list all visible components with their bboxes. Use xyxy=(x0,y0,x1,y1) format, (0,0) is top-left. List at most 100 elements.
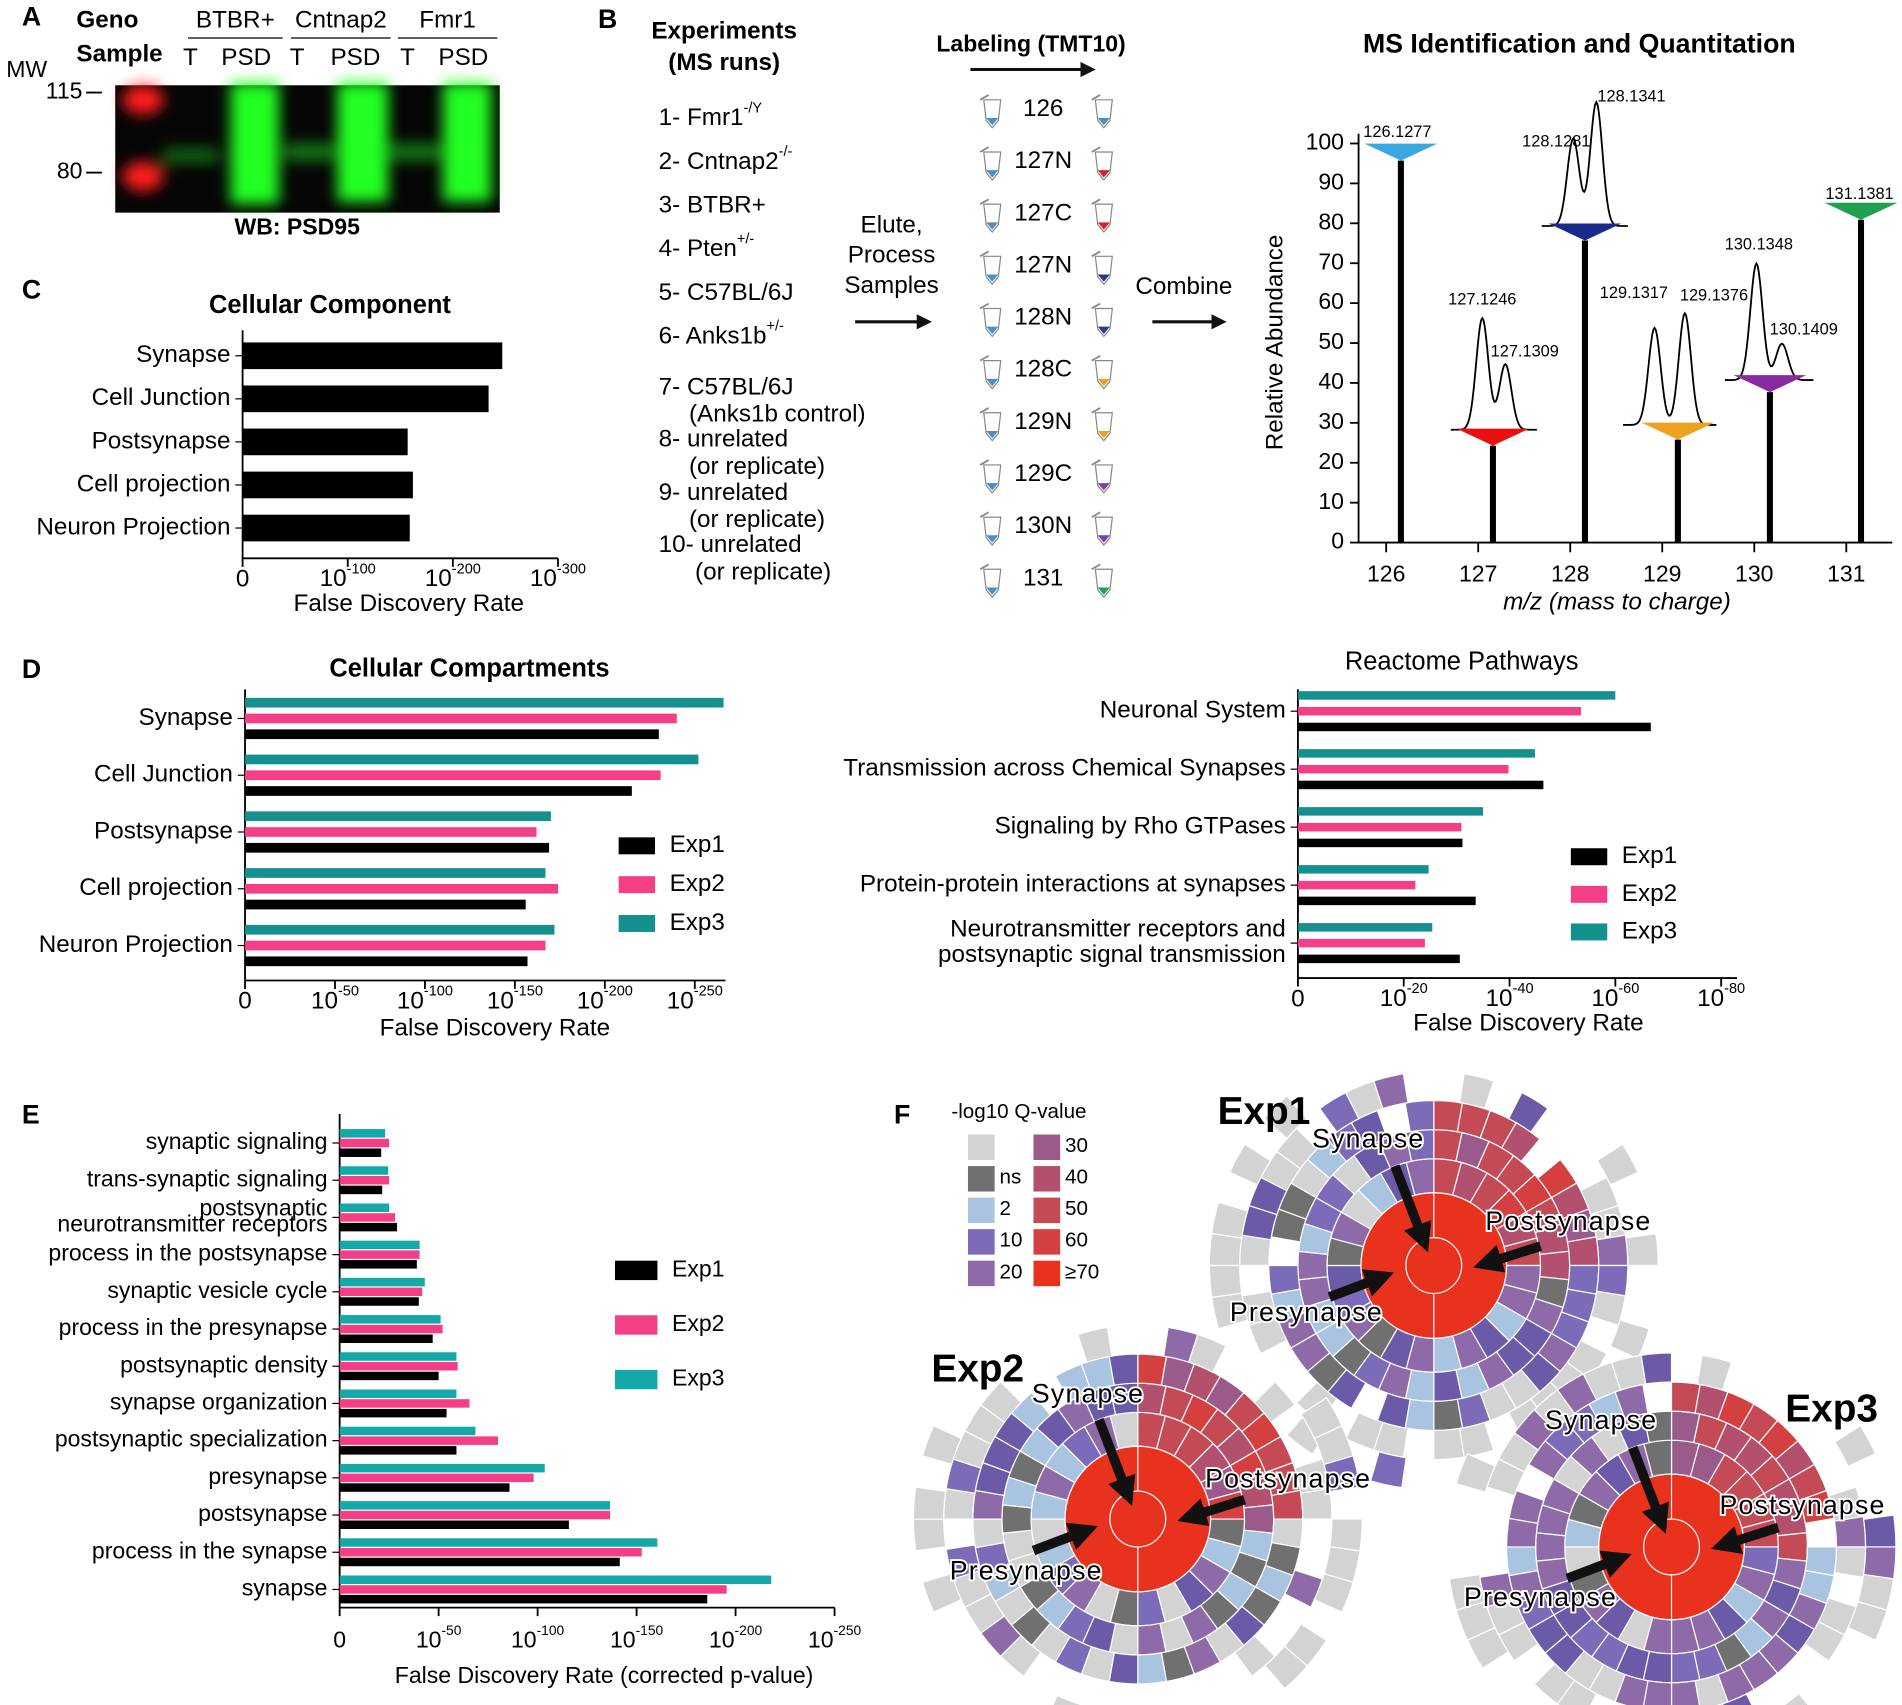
bar xyxy=(245,770,661,781)
bar xyxy=(1297,896,1476,906)
bar xyxy=(245,883,559,894)
channel-label: 127N xyxy=(1014,147,1072,174)
legend-label: Exp3 xyxy=(670,909,725,936)
tube-cap xyxy=(1091,302,1101,310)
legend-swatch xyxy=(1033,1197,1061,1224)
bar xyxy=(245,842,550,853)
bar xyxy=(339,1538,658,1547)
x-tick-label-base: 10 xyxy=(709,1627,735,1653)
peak-label: 129.1376 xyxy=(1680,287,1748,305)
experiment-label-base: 3- BTBR+ xyxy=(659,192,766,219)
bar xyxy=(339,1463,545,1473)
channel-label: 128N xyxy=(1014,304,1072,331)
x-tick-label: 10-40 xyxy=(1486,981,1534,1012)
legend-swatch xyxy=(967,1166,995,1192)
experiment-label-base: 4- Pten xyxy=(659,236,737,263)
sunburst-segment xyxy=(1270,1489,1304,1520)
legend-label: 30 xyxy=(1065,1134,1088,1157)
bar xyxy=(1297,764,1509,774)
sunburst-segment xyxy=(1433,1427,1465,1461)
x-tick-label-base: 10 xyxy=(311,988,338,1015)
sample-label: T xyxy=(290,44,305,71)
x-tick-label-sup: -50 xyxy=(441,1622,461,1638)
tube-sample xyxy=(986,587,999,595)
bar xyxy=(1297,865,1429,874)
sunburst-segment xyxy=(979,1380,1023,1423)
experiment-label: 4- Pten+/- xyxy=(659,231,755,262)
bar xyxy=(339,1575,772,1584)
tube-body xyxy=(983,516,1002,546)
experiment-label: 6- Anks1b+/- xyxy=(659,319,784,350)
tube-body xyxy=(983,412,1002,442)
experiment-label: 8- unrelated xyxy=(659,426,788,453)
x-tick-label-sup: -40 xyxy=(1513,981,1534,997)
mw-marker: 115 xyxy=(46,78,83,104)
y-tick-label: postsynaptic specialization xyxy=(55,1426,328,1452)
experiment-label-base: 5- C57BL/6J xyxy=(659,279,794,306)
experiment-label-base: 8- unrelated xyxy=(659,426,788,453)
sunburst xyxy=(912,1326,1363,1705)
x-tick-label: 126 xyxy=(1367,560,1405,586)
peak-curve xyxy=(1541,100,1628,227)
y-tick-label: Protein-protein interactions at synapses xyxy=(860,871,1286,898)
bar xyxy=(339,1129,386,1138)
y-tick-label: Cell Junction xyxy=(94,761,233,788)
legend-swatch xyxy=(614,1315,658,1335)
x-tick-label: 10-150 xyxy=(487,983,543,1014)
tube xyxy=(1091,146,1114,181)
bar xyxy=(339,1446,457,1455)
label-line: Neurotransmitter receptors and xyxy=(950,916,1286,943)
bar xyxy=(242,514,410,542)
experiment-label-base: 9- unrelated xyxy=(659,479,788,506)
tube xyxy=(979,302,1002,338)
x-tick-label-sup: -200 xyxy=(452,561,481,577)
sunburst-segment xyxy=(1448,1573,1487,1611)
sunburst-segment xyxy=(1696,1354,1733,1391)
tube-body xyxy=(983,255,1002,286)
x-tick-label-base: 10 xyxy=(320,566,347,593)
bar xyxy=(339,1222,398,1232)
step-label: Process xyxy=(848,242,936,269)
header-label: Geno xyxy=(76,6,138,33)
tube-body xyxy=(983,203,1002,233)
mw-title: MW xyxy=(6,56,47,82)
x-axis-label: False Discovery Rate (corrected p-value) xyxy=(395,1662,814,1688)
region-label: Presynapse xyxy=(1464,1582,1617,1612)
sunburst xyxy=(1448,1352,1897,1705)
y-tick-label: Neurotransmitter receptors and postsynapt… xyxy=(938,916,1286,968)
genotype-label: Fmr1 xyxy=(419,6,476,33)
tube-sample xyxy=(1097,378,1110,387)
sunburst-segment xyxy=(1596,1143,1639,1186)
region-label: Presynapse xyxy=(950,1555,1103,1585)
sunburst-segment xyxy=(1300,1487,1333,1520)
tube xyxy=(1091,94,1114,129)
tube-body xyxy=(983,464,1002,494)
experiment-note: (or replicate) xyxy=(695,558,831,585)
peak-label: 127.1246 xyxy=(1448,290,1516,308)
legend-label: ns xyxy=(1000,1166,1022,1189)
region-label: Postsynapse xyxy=(1205,1463,1371,1493)
arrow xyxy=(1177,1495,1247,1527)
sunburst-segment xyxy=(1323,1455,1361,1493)
sunburst-segment xyxy=(1077,1326,1113,1363)
tube-body xyxy=(1094,360,1114,390)
tube-cap xyxy=(979,302,990,310)
y-tick-label: Postsynapse xyxy=(92,427,231,454)
sunburst-segment xyxy=(1533,1662,1576,1705)
sunburst-segment xyxy=(1313,1572,1354,1614)
experiment-label: 7- C57BL/6J xyxy=(659,374,794,401)
tube-sample xyxy=(986,378,999,387)
reporter-marker xyxy=(1364,143,1438,161)
blot-caption: WB: PSD95 xyxy=(234,213,360,239)
western-blot xyxy=(115,37,500,213)
experiments-title: Experiments xyxy=(651,17,797,44)
reporter-marker xyxy=(1824,202,1898,220)
x-tick-label-base: 10 xyxy=(511,1627,537,1653)
arrow xyxy=(1327,1269,1395,1302)
y-tick-label: Neuron Projection xyxy=(36,513,230,540)
bar xyxy=(339,1557,620,1567)
legend-swatch xyxy=(614,1260,658,1281)
chart-title: Cellular Component xyxy=(209,291,451,319)
x-tick-label: 131 xyxy=(1827,560,1865,586)
sunburst-segment xyxy=(1263,1095,1308,1140)
